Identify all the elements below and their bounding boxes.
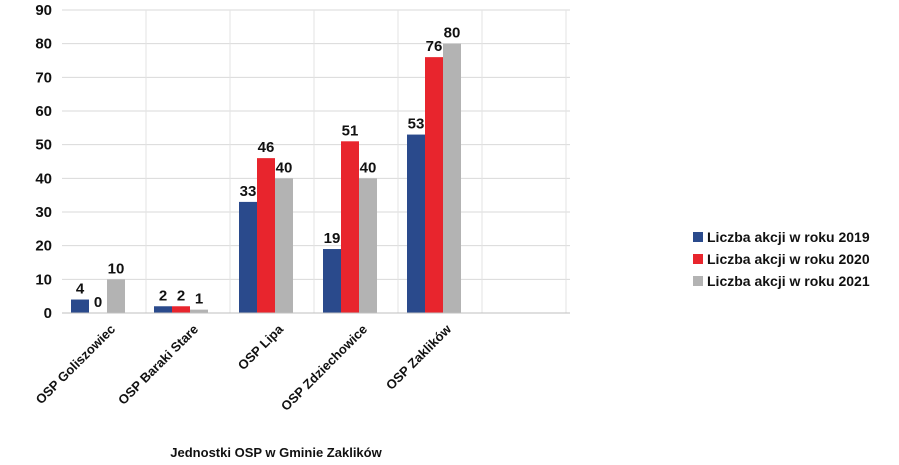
bar-3-4 [359,178,377,313]
legend: Liczba akcji w roku 2019 Liczba akcji w r… [693,229,870,289]
x-axis-title: Jednostki OSP w Gminie Zaklików [170,445,382,460]
legend-swatch [693,254,703,264]
bar-1-2 [154,306,172,313]
data-label: 1 [195,291,203,308]
bar-3-5 [443,43,461,314]
bar-2-4 [341,141,359,313]
data-label: 2 [159,287,167,304]
y-tick-label: 50 [35,137,52,154]
bar-2-3 [257,158,275,313]
bar-1-1 [71,299,89,313]
y-tick-label: 80 [35,36,52,53]
category-label: OSP Goliszowiec [33,322,119,408]
bar-1-4 [323,249,341,313]
data-label: 76 [426,38,443,55]
data-label: 0 [94,294,102,311]
bar-2-5 [425,57,443,314]
data-label: 2 [177,287,185,304]
y-tick-label: 30 [35,204,52,221]
category-label: OSP Lipa [235,321,287,373]
bar-3-1 [107,279,125,313]
data-label: 51 [342,122,359,139]
legend-label: Liczba akcji w roku 2021 [707,273,870,289]
y-tick-label: 0 [44,305,52,322]
data-label: 46 [258,139,275,156]
gridlines [62,9,570,313]
bars [71,43,461,314]
y-tick-label: 90 [35,2,52,19]
y-tick-label: 10 [35,271,52,288]
data-label: 80 [444,25,461,42]
y-axis-ticks: 0 10 20 30 40 50 60 70 80 90 [35,2,52,322]
data-label: 40 [276,159,293,176]
data-label: 4 [76,281,85,298]
y-tick-label: 60 [35,103,52,120]
legend-swatch [693,276,703,286]
data-label: 19 [324,230,341,247]
category-label: OSP Baraki Stare [115,322,201,408]
bar-1-5 [407,134,425,313]
bar-2-2 [172,306,190,313]
data-label: 10 [108,260,125,277]
category-label: OSP Zdziechowice [278,322,370,414]
bar-3-2 [190,309,208,313]
legend-label: Liczba akcji w roku 2019 [707,229,870,245]
data-label: 33 [240,183,257,200]
bar-1-3 [239,201,257,313]
data-label: 40 [360,159,377,176]
legend-swatch [693,232,703,242]
legend-label: Liczba akcji w roku 2020 [707,251,870,267]
bar-3-3 [275,178,293,313]
y-tick-label: 70 [35,69,52,86]
data-label: 53 [408,116,425,133]
y-tick-label: 20 [35,238,52,255]
y-tick-label: 40 [35,170,52,187]
category-label: OSP Zaklików [383,321,455,393]
